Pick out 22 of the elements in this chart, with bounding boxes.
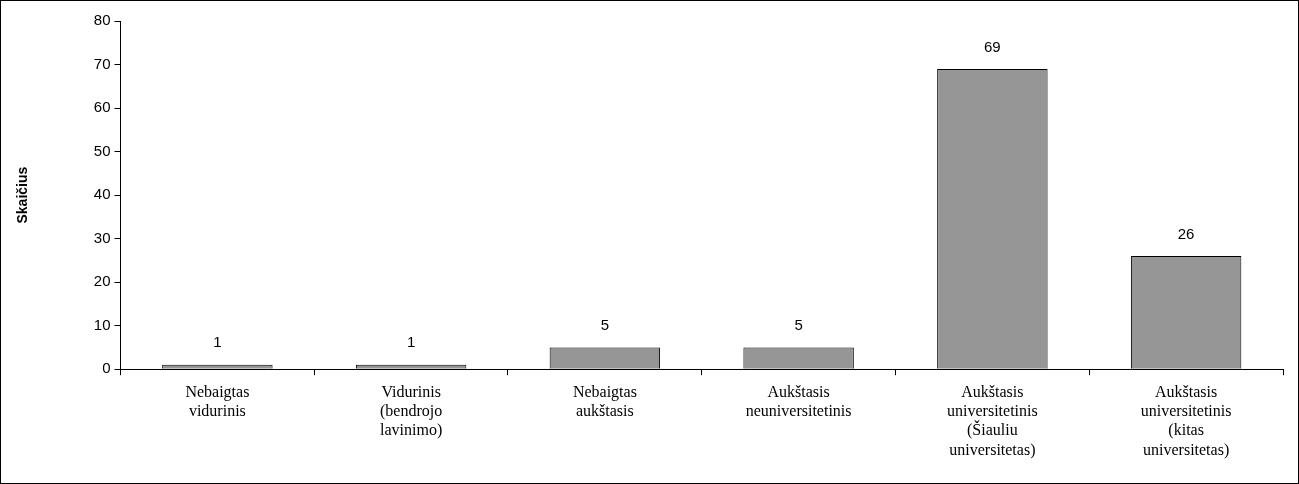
data-label: 5: [794, 316, 803, 334]
y-tick-label: 80: [93, 11, 111, 29]
y-tick-label: 0: [102, 359, 111, 377]
y-tick-label: 50: [93, 141, 111, 159]
y-tick-label: 40: [93, 185, 111, 203]
data-label: 1: [213, 333, 222, 351]
y-tick-label: 30: [93, 228, 111, 246]
data-label: 1: [406, 333, 416, 351]
y-tick-label: 10: [93, 315, 111, 333]
data-label: 5: [600, 316, 610, 334]
x-tick-label: Aukštasis universitetinis (kitas universitetas): [1140, 383, 1232, 459]
y-tick-label: 60: [93, 98, 111, 116]
y-axis-title: Skaičius: [14, 166, 31, 224]
x-tick-label: Nebaigtas vidurinis: [185, 383, 250, 420]
data-label: 26: [1177, 224, 1195, 242]
data-label: 69: [984, 37, 1001, 55]
x-tick-label: Nebaigtas aukštasis: [572, 383, 637, 420]
y-tick-label: 20: [93, 272, 111, 290]
y-tick-label: 70: [93, 54, 111, 72]
x-tick-label: Aukštasis universitetinis (Šiauliu universitetas): [947, 383, 1038, 459]
x-tick-label: Vidurinis (bendrojo lavinimo): [380, 383, 443, 440]
x-tick-label: Aukštasis neuniversitetinis: [745, 383, 852, 420]
